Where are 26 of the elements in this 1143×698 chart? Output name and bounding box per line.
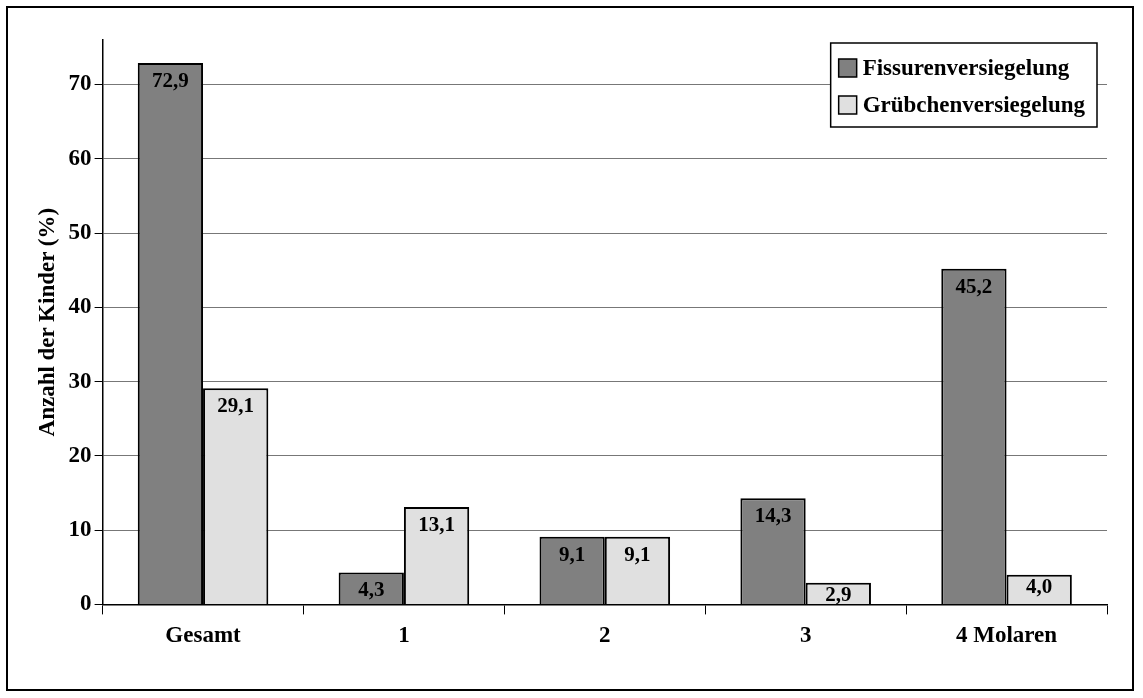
x-tick-label: 2 xyxy=(599,622,611,648)
data-label: 45,2 xyxy=(955,273,993,298)
x-tick-label: 4 Molaren xyxy=(955,622,1058,648)
data-label: 4,3 xyxy=(358,577,385,602)
data-label: 72,9 xyxy=(152,67,189,92)
y-tick-label: 70 xyxy=(68,70,92,96)
y-axis-title: Anzahl der Kinder (%) xyxy=(33,207,59,437)
x-tick-label: 1 xyxy=(398,622,410,648)
y-tick-label: 60 xyxy=(68,144,92,170)
data-label: 9,1 xyxy=(624,541,651,566)
legend-label: Fissurenversiegelung xyxy=(862,54,1070,80)
y-tick-label: 0 xyxy=(80,590,92,616)
legend-label: Grübchenversiegelung xyxy=(862,91,1086,117)
y-tick-label: 30 xyxy=(68,367,92,393)
y-tick-label: 10 xyxy=(68,516,92,542)
data-label: 2,9 xyxy=(825,581,852,606)
x-tick-label: 3 xyxy=(799,622,812,648)
data-label: 29,1 xyxy=(217,393,255,418)
data-label: 14,3 xyxy=(754,503,792,528)
y-tick-label: 40 xyxy=(68,293,92,319)
y-tick-label: 20 xyxy=(68,441,92,467)
data-label: 13,1 xyxy=(418,512,455,537)
x-tick-label: Gesamt xyxy=(165,622,242,648)
y-tick-label: 50 xyxy=(68,219,92,245)
data-label: 9,1 xyxy=(559,541,586,566)
data-label: 4,0 xyxy=(1026,573,1053,598)
